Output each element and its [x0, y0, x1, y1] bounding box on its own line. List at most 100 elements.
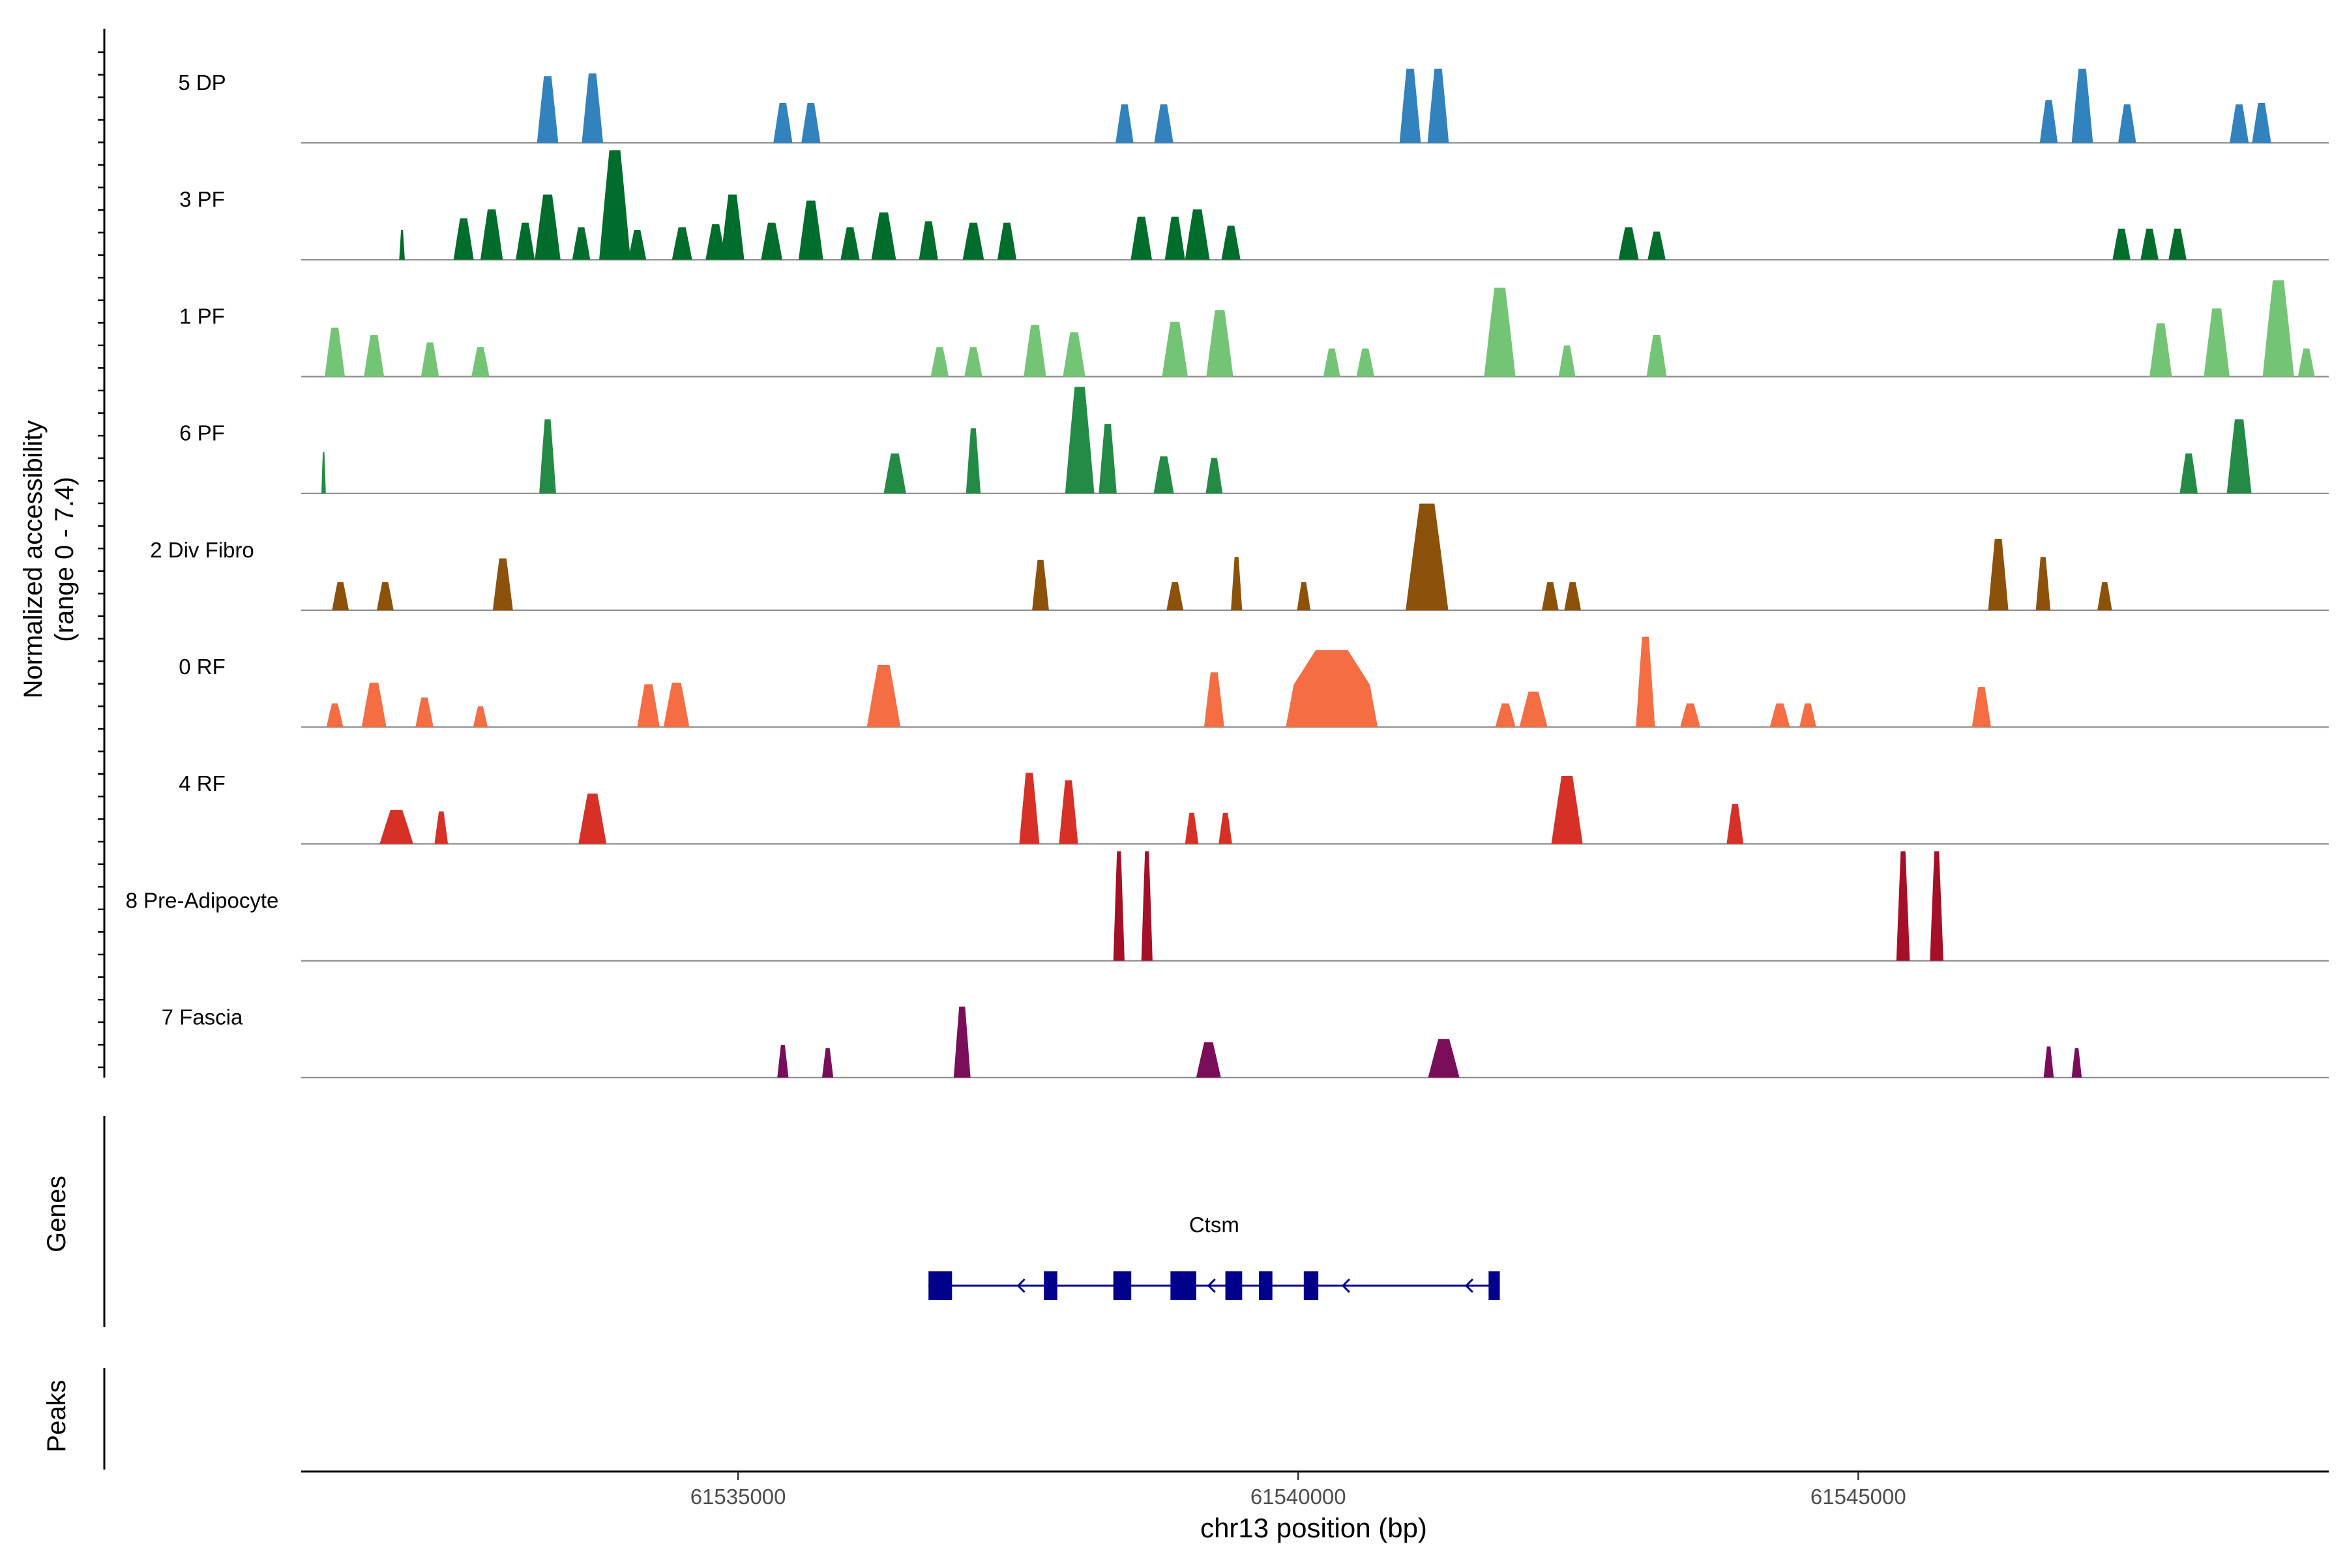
peak-1-15 [919, 221, 938, 260]
peak-7-2 [1896, 851, 1910, 961]
gene-strand-arrow-2 [1341, 1278, 1351, 1294]
peak-5-12 [1680, 703, 1701, 728]
peak-5-2 [415, 697, 434, 728]
coverage-y-axis [98, 29, 106, 1078]
peak-5-9 [1495, 703, 1516, 728]
genes-panel: Ctsm [103, 1116, 1500, 1327]
track-1: 3 PF [179, 150, 2329, 261]
peak-5-15 [1971, 687, 1991, 728]
peak-1-7 [628, 229, 647, 260]
peak-5-1 [361, 683, 387, 728]
gene-name-label: Ctsm [1189, 1213, 1239, 1237]
peak-3-3 [966, 428, 981, 494]
track-4: 2 Div Fibro [150, 503, 2329, 612]
coverage-tracks: 5 DP 3 PF 1 PF 6 PF 2 Div Fibro 0 RF 4 RF 8 Pre… [126, 68, 2329, 1078]
peak-6-5 [1185, 812, 1199, 844]
peak-2-9 [1206, 310, 1233, 377]
peak-0-7 [1427, 68, 1449, 143]
track-5: 0 RF [179, 636, 2329, 728]
gene-exon-4 [1225, 1271, 1243, 1300]
peak-6-4 [1059, 780, 1078, 844]
peak-6-0 [379, 810, 413, 844]
peak-1-4 [535, 194, 561, 260]
peak-2-10 [1323, 348, 1340, 377]
peak-2-11 [1356, 348, 1375, 377]
track-6: 4 RF [179, 771, 2329, 845]
peak-4-7 [1406, 503, 1449, 610]
peak-2-6 [1024, 325, 1046, 377]
peak-1-3 [516, 222, 535, 260]
peak-0-11 [2229, 104, 2249, 143]
peak-0-6 [1399, 68, 1421, 143]
track-label-8: 7 Fascia [162, 1005, 243, 1029]
peak-6-7 [1551, 775, 1583, 844]
peak-4-3 [1032, 559, 1049, 610]
peak-2-3 [471, 347, 490, 377]
peak-0-12 [2252, 102, 2271, 143]
peak-4-12 [2097, 582, 2112, 610]
peak-1-21 [1221, 226, 1241, 260]
peak-5-4 [637, 684, 660, 728]
track-label-2: 1 PF [179, 304, 225, 328]
peak-5-6 [866, 664, 901, 728]
peak-5-3 [473, 706, 488, 728]
peak-7-0 [1113, 851, 1125, 961]
y-axis-title-line1: Normalized accessibility [19, 421, 48, 699]
y-axis-title-line2: (range 0 - 7.4) [50, 477, 79, 642]
peak-0-2 [773, 102, 793, 143]
peak-3-6 [1153, 456, 1174, 494]
peak-5-10 [1519, 691, 1548, 728]
peak-1-8 [672, 227, 692, 260]
peak-4-4 [1166, 582, 1184, 610]
peak-2-17 [2262, 280, 2294, 377]
peak-1-16 [962, 222, 984, 260]
peak-1-23 [1647, 231, 1666, 260]
peak-2-18 [2297, 348, 2315, 377]
peak-4-8 [1541, 582, 1559, 610]
peak-5-0 [326, 703, 344, 728]
peak-4-2 [492, 558, 513, 610]
peak-5-14 [1799, 703, 1816, 728]
peak-1-0 [399, 229, 405, 260]
peak-3-9 [2226, 419, 2252, 494]
peak-2-8 [1162, 321, 1188, 377]
peak-1-20 [1185, 209, 1210, 260]
peak-5-5 [663, 683, 690, 728]
peak-4-10 [1988, 539, 2009, 610]
gene-strand-arrow-0 [1016, 1278, 1026, 1294]
peak-6-8 [1726, 804, 1744, 844]
x-axis-title: chr13 position (bp) [1200, 1513, 1427, 1543]
peak-0-4 [1115, 104, 1134, 143]
peak-3-1 [539, 419, 556, 494]
peak-6-1 [434, 811, 449, 844]
peak-4-1 [376, 582, 394, 610]
peak-8-3 [1196, 1042, 1221, 1078]
peak-1-18 [1130, 216, 1152, 260]
peak-2-12 [1484, 288, 1516, 377]
x-tick-label-0: 61535000 [690, 1485, 786, 1509]
track-3: 6 PF [179, 387, 2329, 494]
peak-2-7 [1063, 332, 1085, 377]
peak-8-2 [953, 1006, 971, 1078]
peak-4-9 [1564, 582, 1582, 610]
peak-2-5 [964, 347, 982, 377]
peak-5-13 [1769, 703, 1790, 728]
track-2: 1 PF [179, 280, 2329, 377]
gene-strand-arrow-3 [1464, 1278, 1474, 1294]
peak-1-26 [2168, 228, 2187, 260]
peak-8-0 [777, 1044, 789, 1078]
peak-1-12 [798, 200, 823, 260]
peak-0-5 [1154, 104, 1174, 143]
peak-1-6 [599, 150, 631, 260]
peak-2-2 [421, 342, 439, 377]
peak-0-9 [2071, 68, 2093, 143]
track-7: 8 Pre-Adipocyte [126, 851, 2329, 962]
peak-5-7 [1203, 672, 1224, 728]
peak-0-10 [2118, 104, 2136, 143]
track-label-0: 5 DP [178, 70, 226, 95]
peak-6-2 [578, 793, 607, 844]
peak-2-0 [325, 327, 346, 377]
gene-strand-arrow-1 [1207, 1278, 1216, 1294]
x-axis: 61535000 61540000 61545000 [301, 1470, 2329, 1509]
x-tick-label-1: 61540000 [1250, 1485, 1346, 1509]
